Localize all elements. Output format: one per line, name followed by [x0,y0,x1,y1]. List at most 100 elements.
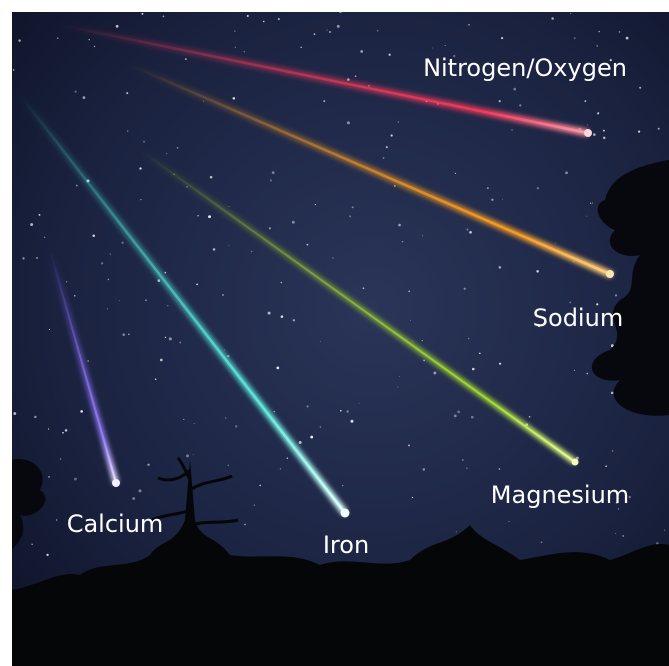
star [502,199,503,200]
star [615,294,617,296]
star [433,372,436,375]
star [394,185,396,187]
star [183,419,184,420]
star [269,227,271,229]
star [65,429,68,432]
star [307,244,309,246]
star [457,411,460,414]
star [147,464,149,466]
star [464,288,466,290]
star [281,282,283,284]
star [56,519,57,520]
star [165,272,167,274]
star [292,221,295,224]
star [210,176,213,179]
star [268,312,271,315]
star [352,206,354,208]
star [499,363,501,365]
star [60,458,62,460]
star [235,425,237,427]
star [574,37,576,39]
star [75,91,77,93]
star [593,133,596,136]
star [359,403,360,404]
star [586,373,588,375]
star [432,48,433,49]
star [320,426,321,427]
star [472,368,475,371]
star [412,497,413,498]
element-label: Sodium [533,304,623,332]
star [140,199,141,200]
star [462,459,463,460]
star [499,266,502,269]
star [388,54,390,56]
star [263,21,265,23]
star [228,465,229,466]
star [315,204,316,205]
star [92,234,95,237]
star [126,92,128,94]
star [339,11,341,13]
star [383,157,385,159]
star [455,173,456,174]
star [197,215,198,216]
star [127,130,128,131]
star [349,215,351,217]
star [598,31,600,33]
star [509,521,510,522]
star [300,47,301,48]
star [76,185,78,187]
star [22,257,24,259]
star [351,420,354,423]
star [83,96,86,99]
star [536,270,538,272]
star [165,337,166,338]
star [293,319,295,321]
star [166,153,167,154]
star [169,337,172,340]
star [196,284,198,286]
star [48,428,49,429]
star [48,476,50,478]
star [555,243,556,244]
star [402,241,404,243]
star [355,75,357,77]
element-label: Magnesium [491,481,629,509]
star [347,121,350,124]
star [519,104,521,106]
star [39,214,41,216]
star [122,333,125,336]
star [565,171,568,174]
element-label: Nitrogen/Oxygen [423,54,627,82]
star [537,187,539,189]
star [363,287,365,289]
star [626,37,629,40]
star [398,224,401,227]
star [611,392,614,395]
star [193,454,194,455]
star [235,47,236,48]
star [586,216,587,217]
star [74,478,77,481]
star [499,468,501,470]
star [603,130,605,132]
star [74,295,75,296]
star [186,454,189,457]
star [479,353,481,355]
star [49,329,50,330]
star [314,33,316,35]
star [119,300,120,301]
star [529,416,531,418]
star [213,248,216,251]
star [596,45,597,46]
star [605,465,607,467]
star [408,444,410,446]
star [287,458,288,459]
star [468,338,469,339]
star [584,100,586,102]
star [160,359,163,362]
star [116,25,119,28]
star [491,199,493,201]
star [466,229,468,231]
